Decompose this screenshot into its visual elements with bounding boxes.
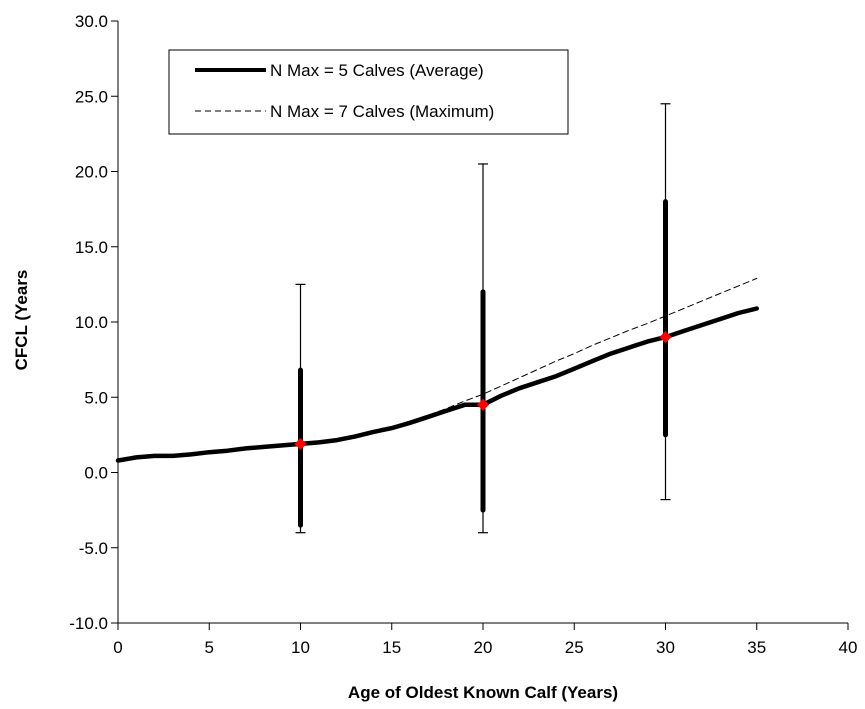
legend: N Max = 5 Calves (Average) N Max = 7 Cal… [168,49,569,135]
axes: 0 5 10 15 20 25 30 35 40 -10.0 -5.0 0.0 5.0 10.0 15.0 2… [69,12,857,657]
y-tick-label: -10.0 [69,614,108,633]
markers [294,331,672,450]
legend-box [168,49,569,135]
x-tick-label: 20 [474,638,493,657]
x-tick-label: 30 [656,638,675,657]
y-tick-label: 30.0 [75,12,108,31]
legend-label-average: N Max = 5 Calves (Average) [270,61,484,80]
x-tick-label: 40 [839,638,858,657]
x-tick-label: 10 [291,638,310,657]
error-bars [295,103,671,534]
y-axis-title: CFCL (Years [12,270,31,371]
data-point-marker [659,331,672,344]
x-tick-label: 0 [113,638,122,657]
x-tick-label: 25 [565,638,584,657]
y-tick-label: 0.0 [84,464,108,483]
legend-label-maximum: N Max = 7 Calves (Maximum) [270,102,494,121]
x-tick-label: 15 [382,638,401,657]
series-line-maximum [391,277,758,429]
data-point-marker [294,437,307,450]
y-tick-label: 20.0 [75,163,108,182]
y-tick-label: -5.0 [79,539,108,558]
series-layer [115,277,760,463]
y-tick-label: 10.0 [75,313,108,332]
x-axis-title: Age of Oldest Known Calf (Years) [348,683,618,702]
x-tick-label: 35 [747,638,766,657]
x-tick-label: 5 [205,638,214,657]
y-tick-label: 5.0 [84,388,108,407]
data-point-marker [477,398,489,411]
y-tick-label: 15.0 [75,238,108,257]
y-tick-label: 25.0 [75,87,108,106]
series-line-average [115,306,760,463]
